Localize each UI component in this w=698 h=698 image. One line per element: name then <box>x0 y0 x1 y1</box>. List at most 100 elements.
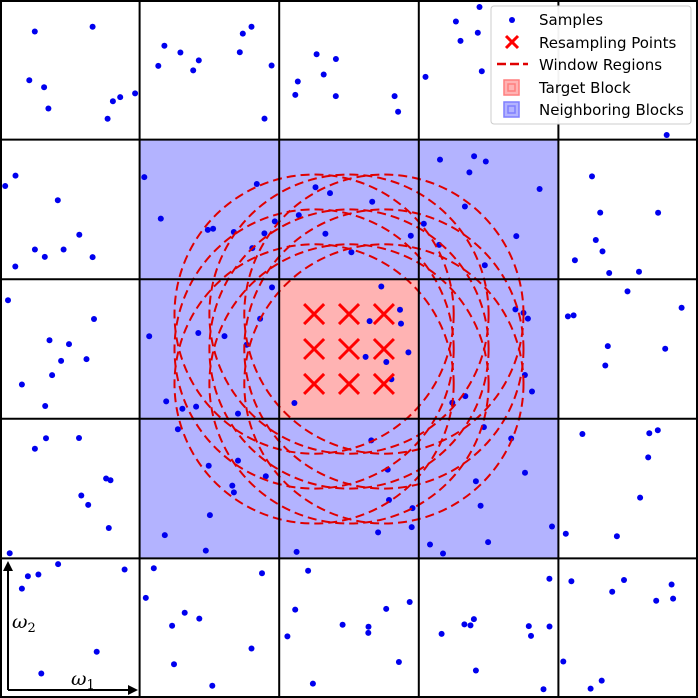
sample-point <box>568 578 575 585</box>
sample-point <box>398 320 404 327</box>
sample-point <box>141 174 148 181</box>
window-region-circle <box>173 243 455 525</box>
sample-point <box>452 18 459 25</box>
sample-point <box>427 541 433 548</box>
sample-point <box>472 667 479 674</box>
sample-point <box>478 68 485 75</box>
sample-point <box>18 585 25 592</box>
legend-label-samples: Samples <box>539 11 603 29</box>
sample-point <box>142 594 149 601</box>
sample-point <box>204 226 211 233</box>
sample-point <box>440 550 446 557</box>
sample-point <box>407 232 414 239</box>
sample-point <box>31 246 38 253</box>
sample-point <box>564 313 571 320</box>
sample-point <box>268 62 275 69</box>
sample-point <box>190 67 197 74</box>
legend-label-neighboring-blocks: Neighboring Blocks <box>539 101 684 119</box>
sample-point <box>202 547 209 554</box>
sample-point <box>461 203 468 210</box>
window-region-circle <box>208 173 490 455</box>
sample-point <box>654 427 661 434</box>
sample-point <box>529 388 535 395</box>
sample-point <box>239 30 246 37</box>
sample-point <box>320 71 327 78</box>
sample-point <box>662 345 669 352</box>
omega1-axis-arrow <box>8 685 138 695</box>
sample-point <box>477 502 484 509</box>
sample-point <box>206 512 213 519</box>
sample-point <box>85 501 92 508</box>
sample-point <box>570 312 577 319</box>
sample-point <box>121 566 128 573</box>
sample-point <box>66 341 72 348</box>
sample-point <box>93 648 100 655</box>
sample-point <box>339 621 346 628</box>
sample-point <box>579 431 586 437</box>
legend-label-window-regions: Window Regions <box>539 56 662 74</box>
sample-point <box>365 623 372 630</box>
sample-point <box>348 249 355 256</box>
resampling-point-cross <box>372 337 395 361</box>
window-region-circle <box>208 208 490 490</box>
sample-point <box>481 262 488 269</box>
sample-point <box>12 172 19 179</box>
sample-point <box>637 494 644 501</box>
sample-point <box>422 73 429 80</box>
sample-point <box>599 248 606 255</box>
sample-point <box>262 473 269 480</box>
resampling-point-cross <box>303 337 326 361</box>
sample-point <box>46 337 53 344</box>
sample-point <box>467 622 474 629</box>
sample-point <box>476 4 483 10</box>
sample-point <box>365 629 372 636</box>
omega1-subscript: 1 <box>87 678 95 693</box>
sample-point <box>103 475 110 482</box>
sample-point <box>259 570 265 577</box>
sample-point <box>291 400 298 406</box>
sample-point <box>471 153 478 160</box>
sample-point <box>49 372 56 379</box>
legend-label-resampling-points: Resampling Points <box>539 34 676 52</box>
sample-point <box>31 28 38 35</box>
sample-point <box>58 357 65 364</box>
sample-point <box>598 677 605 684</box>
sample-point <box>26 77 33 84</box>
legend-label-target-block: Target Block <box>538 79 631 97</box>
sample-point <box>613 533 620 540</box>
blue-square-icon <box>503 101 520 118</box>
sample-point <box>646 430 653 437</box>
sample-point <box>43 435 49 442</box>
sample-point <box>292 606 299 613</box>
sample-point <box>606 270 613 276</box>
sample-point <box>205 462 212 469</box>
sample-point <box>536 186 543 192</box>
sample-point <box>546 575 553 582</box>
red-square-icon <box>503 79 520 96</box>
sample-point <box>562 530 569 537</box>
sample-point <box>332 93 339 100</box>
sample-point <box>42 403 49 409</box>
sample-point <box>589 173 595 180</box>
omega2-axis-arrow <box>3 561 13 690</box>
sample-point <box>474 29 481 36</box>
sample-point <box>221 333 228 340</box>
sample-point <box>525 623 532 630</box>
sample-point <box>312 184 319 191</box>
sample-point <box>161 42 168 49</box>
sample-point <box>269 284 275 291</box>
sample-point <box>305 567 312 574</box>
sample-point <box>174 426 181 433</box>
sample-point <box>670 595 677 602</box>
resampling-point-cross <box>303 303 326 326</box>
sample-point <box>294 78 301 85</box>
sample-point <box>155 62 162 69</box>
sample-point <box>540 686 547 693</box>
sample-point <box>76 231 83 238</box>
samples <box>2 4 685 693</box>
sample-point <box>89 254 96 261</box>
sample-point <box>209 682 216 689</box>
sample-point <box>366 318 373 325</box>
sample-point <box>271 218 278 225</box>
sample-point <box>54 197 61 204</box>
